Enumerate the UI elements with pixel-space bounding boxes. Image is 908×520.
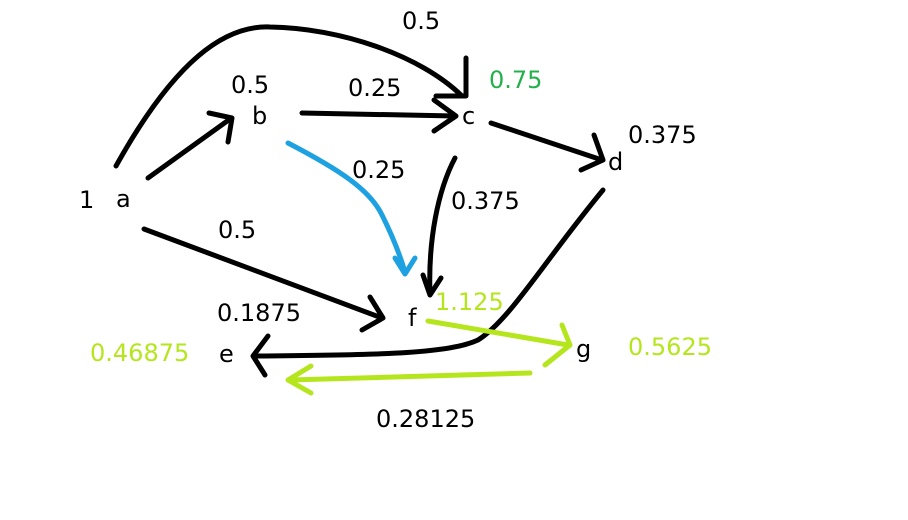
edge-a-c-arrowhead xyxy=(433,55,469,99)
edge-label-b-c: 0.25 xyxy=(348,74,401,102)
edge-label-a-c: 0.5 xyxy=(402,7,440,35)
edge-b-c xyxy=(299,110,458,119)
edge-c-f-arrowhead xyxy=(420,272,444,298)
value-d: 0.375 xyxy=(628,121,697,149)
value-e: 0.46875 xyxy=(90,339,189,367)
node-e: e xyxy=(219,340,234,368)
node-a: a xyxy=(116,185,131,213)
edge-g-e xyxy=(287,370,533,383)
edge-label-d-e: 0.1875 xyxy=(217,299,301,327)
edge-label-g-e: 0.28125 xyxy=(376,405,475,433)
node-b: b xyxy=(252,102,267,130)
node-g: g xyxy=(576,335,591,363)
edge-b-f xyxy=(285,140,408,275)
edge-d-e-arrowhead xyxy=(250,333,271,378)
edge-f-g xyxy=(425,318,571,348)
edge-c-d-arrowhead xyxy=(578,132,606,173)
edge-label-a-f: 0.5 xyxy=(218,216,256,244)
edge-a-f-arrowhead xyxy=(359,294,386,333)
edge-b-f-arrowhead xyxy=(392,255,418,277)
edge-f-g-arrowhead xyxy=(542,322,573,368)
edge-label-b-f: 0.25 xyxy=(352,156,405,184)
edge-d-e xyxy=(253,187,606,359)
value-c: 0.75 xyxy=(489,66,542,94)
edge-c-d xyxy=(488,120,605,163)
edge-g-e-arrowhead xyxy=(285,363,314,396)
edge-b-c-arrowhead xyxy=(431,97,459,134)
edge-a-f xyxy=(141,226,385,321)
value-f: 1.125 xyxy=(435,288,504,316)
value-b: 0.5 xyxy=(231,71,269,99)
node-c: c xyxy=(462,102,475,130)
edge-a-b xyxy=(145,116,233,181)
edge-a-b-arrowhead xyxy=(206,110,235,145)
edge-label-c-f: 0.375 xyxy=(451,187,520,215)
value-a: 1 xyxy=(79,186,94,214)
edge-c-f xyxy=(427,155,458,297)
node-f: f xyxy=(408,304,417,332)
node-d: d xyxy=(608,148,623,176)
value-g: 0.5625 xyxy=(628,333,712,361)
edge-a-c xyxy=(113,24,465,169)
